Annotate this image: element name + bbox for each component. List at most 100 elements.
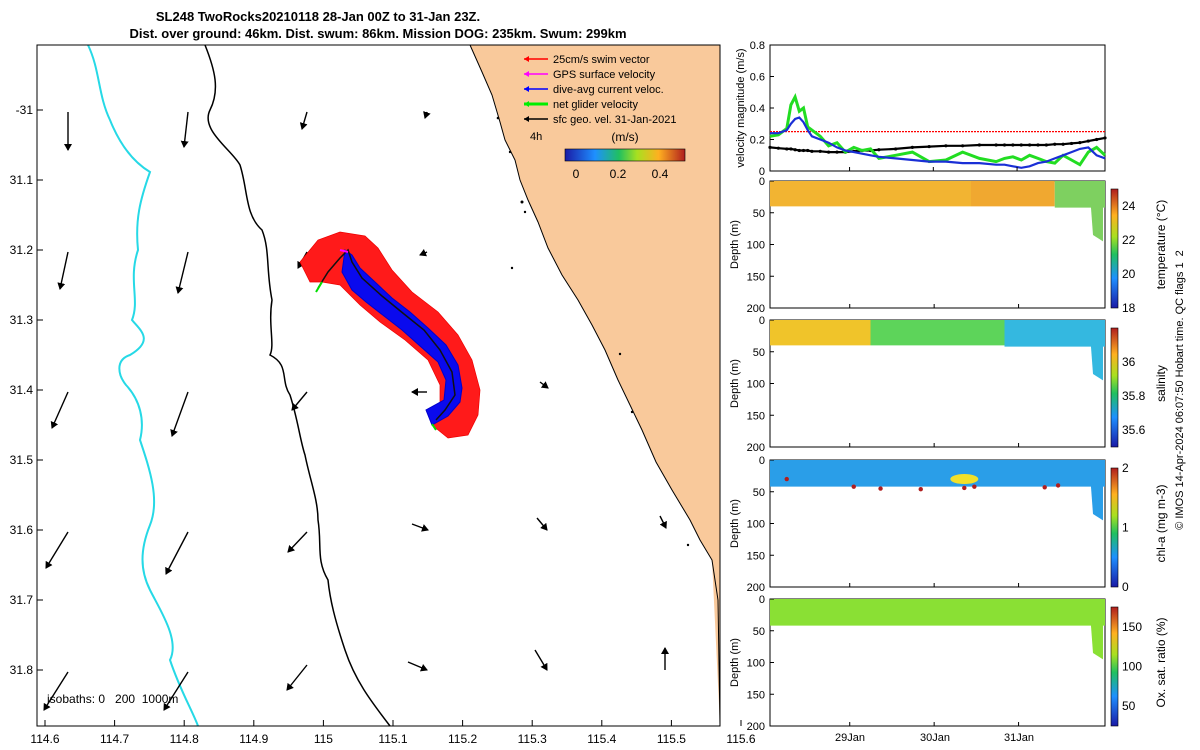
series-point — [806, 148, 810, 153]
heatmap-ylabel: Depth (m) — [729, 638, 741, 687]
map-xtick-label: 115.6 — [726, 732, 755, 746]
map-xtick-label: 114.8 — [170, 732, 199, 746]
heatmap-band — [1004, 320, 1105, 347]
heatmap-ytick-label: 50 — [753, 487, 765, 499]
heatmap-ytick-label: 200 — [747, 303, 765, 315]
heatmap-panel-chl-a: 0 50 100 150 200 Depth (m) 2 1 0 chl-a (mg m-3) — [729, 455, 1168, 594]
series-point — [977, 143, 981, 147]
colorbar-tick-2: 0.4 — [652, 167, 669, 181]
series-point — [1002, 143, 1007, 147]
map-xtick-label: 115.1 — [378, 732, 407, 746]
chl-max-point — [972, 484, 977, 489]
heatmap-ytick-label: 150 — [747, 689, 765, 701]
colorbar-tick-label: 20 — [1122, 267, 1136, 281]
heatmap-ytick-label: 50 — [753, 347, 765, 359]
series-point — [1053, 142, 1057, 146]
map-ytick-label: 31.7 — [10, 593, 34, 607]
velocity-panel: 0 0.2 0.4 0.6 0.8 velocity magnitude (m/s) — [735, 40, 1107, 178]
colorbar-tick-label: 150 — [1122, 620, 1142, 634]
heatmap-colorbar — [1110, 188, 1119, 309]
islands — [496, 116, 690, 547]
series-point — [1044, 143, 1048, 147]
colorbar-label: chl-a (mg m-3) — [1154, 484, 1168, 562]
chl-max-point — [918, 487, 923, 492]
vel-ytick-label: 0 — [759, 166, 765, 178]
heatmap-ytick-label: 0 — [759, 594, 765, 606]
series-point — [768, 145, 772, 149]
map-panel: 25cm/s swim vector GPS surface velocity di… — [10, 44, 756, 746]
vel-ytick-label: 0.8 — [750, 40, 765, 52]
isobath-1000m — [87, 44, 199, 727]
heatmap-ytick-label: 0 — [759, 455, 765, 467]
series-line — [769, 93, 1107, 167]
series-point — [793, 148, 797, 152]
series-point — [1103, 136, 1107, 140]
heatmap-band — [971, 181, 1055, 207]
heatmap-ylabel: Depth (m) — [729, 220, 741, 269]
heatmap-panel-oxygen: 0 50 100 150 200 Depth (m) 150 100 50 Ox. sat. ra… — [729, 594, 1168, 733]
time-tick-2: 31Jan — [1004, 732, 1034, 744]
series-point — [944, 144, 948, 148]
vel-ytick-label: 0.4 — [750, 103, 765, 115]
colorbar-tick-label: 2 — [1122, 461, 1129, 475]
series-point — [827, 150, 831, 154]
map-xtick-label: 115 — [314, 732, 333, 746]
vel-ytick-label: 0.2 — [750, 135, 765, 147]
colorbar-tick-label: 1 — [1122, 521, 1129, 535]
map-xtick-label: 114.9 — [239, 732, 268, 746]
colorbar-tick-1: 0.2 — [610, 167, 627, 181]
series-point — [877, 148, 881, 152]
series-point — [810, 149, 814, 153]
legend-label: 25cm/s swim vector — [553, 54, 650, 66]
heatmap-ytick-label: 150 — [747, 271, 765, 283]
series-point — [776, 146, 780, 150]
map-ytick-label: 31.3 — [10, 313, 34, 327]
heatmap-ytick-label: 200 — [747, 721, 765, 733]
series-point — [1036, 143, 1040, 147]
colorbar-tick-label: 24 — [1122, 199, 1136, 213]
map-ytick-label: 31.1 — [10, 173, 34, 187]
map-xtick-label: 114.7 — [100, 732, 129, 746]
geo-velocity-arrows — [43, 111, 669, 711]
heatmap-ytick-label: 0 — [759, 176, 765, 188]
map-xtick-label: 115.5 — [657, 732, 686, 746]
heatmap-band — [770, 181, 971, 207]
map-ytick-label: 31.4 — [10, 383, 34, 397]
map-ytick-label: 31.2 — [10, 243, 34, 257]
series-line — [770, 116, 1106, 169]
heatmap-band — [770, 599, 1105, 626]
glider-track — [299, 231, 481, 439]
heatmap-ytick-label: 100 — [747, 379, 765, 391]
heatmap-tail — [1089, 181, 1103, 242]
chl-max-point — [851, 484, 856, 489]
chl-max-point — [1055, 483, 1061, 488]
isobath-200m — [204, 44, 391, 727]
heatmap-band — [770, 320, 871, 346]
heatmap-ytick-label: 50 — [753, 626, 765, 638]
legend-arrowhead — [524, 101, 529, 107]
heatmap-ytick-label: 100 — [747, 519, 765, 531]
heatmap-colorbar — [1110, 606, 1119, 727]
map-xtick-label: 115.3 — [518, 732, 547, 746]
colorbar-tick-label: 50 — [1122, 699, 1136, 713]
colorbar-tick-label: 35.8 — [1122, 389, 1146, 403]
legend-arrowhead — [524, 116, 529, 122]
series-point — [789, 147, 793, 151]
series-point — [961, 144, 965, 148]
chl-patch — [950, 474, 979, 485]
series-point — [1078, 141, 1082, 145]
chl-max-point — [878, 486, 883, 491]
heatmap-ytick-label: 200 — [747, 442, 765, 454]
colorbar-tick-0: 0 — [573, 167, 580, 181]
footer-credit: © IMOS 14-Apr-2024 06:07:50 Hobart time.… — [1174, 250, 1186, 530]
series-point — [1061, 142, 1065, 146]
heatmap-tail — [1089, 320, 1103, 381]
heatmap-panel-temperature: 0 50 100 150 200 Depth (m) 24 22 20 18 temperature… — [729, 176, 1168, 315]
time-tick-1: 30Jan — [920, 732, 950, 744]
colorbar-label: Ox. sat. ratio (%) — [1154, 617, 1168, 707]
heatmap-colorbar — [1110, 467, 1119, 588]
heatmap-ytick-label: 50 — [753, 208, 765, 220]
time-axis: 29Jan 30Jan 31Jan — [835, 732, 1034, 744]
series-point — [927, 144, 931, 149]
